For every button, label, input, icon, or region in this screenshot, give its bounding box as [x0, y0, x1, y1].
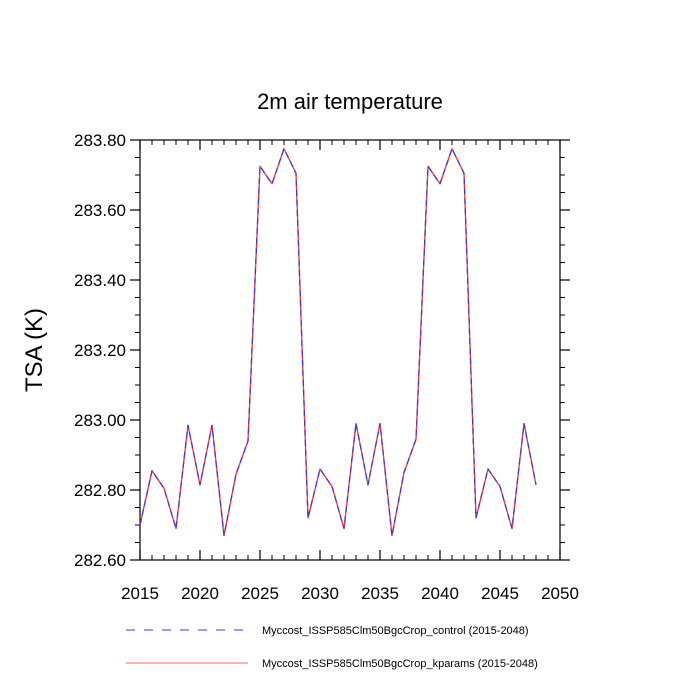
x-tick-label: 2025 — [241, 584, 279, 603]
chart-title: 2m air temperature — [257, 89, 443, 114]
legend-label-control: Myccost_ISSP585Clm50BgcCrop_control (201… — [262, 625, 529, 637]
y-tick-label: 283.20 — [74, 341, 126, 360]
y-tick-label: 283.80 — [74, 131, 126, 150]
y-axis-label: TSA (K) — [21, 308, 48, 392]
y-tick-label: 283.60 — [74, 201, 126, 220]
x-tick-label: 2040 — [421, 584, 459, 603]
series-lines — [139, 148, 537, 537]
axis-ticks — [130, 139, 570, 561]
y-tick-label: 283.00 — [74, 411, 126, 430]
series-line-control — [139, 148, 537, 537]
y-tick-label: 283.40 — [74, 271, 126, 290]
plot-frame — [139, 139, 561, 561]
x-tick-label: 2035 — [361, 584, 399, 603]
x-tick-label: 2020 — [181, 584, 219, 603]
y-tick-label: 282.60 — [74, 551, 126, 570]
y-tick-labels: 282.60 282.80 283.00 283.20 283.40 283.60 283.… — [74, 131, 126, 570]
x-tick-label: 2045 — [481, 584, 519, 603]
y-tick-label: 282.80 — [74, 481, 126, 500]
x-tick-label: 2030 — [301, 584, 339, 603]
x-tick-labels: 2015 2020 2025 2030 2035 2040 2045 2050 — [121, 584, 579, 603]
legend-label-kparams: Myccost_ISSP585Clm50BgcCrop_kparams (201… — [262, 658, 538, 670]
legend: Myccost_ISSP585Clm50BgcCrop_control (201… — [126, 625, 538, 670]
x-tick-label: 2015 — [121, 584, 159, 603]
x-tick-label: 2050 — [541, 584, 579, 603]
series-line-kparams — [139, 148, 537, 537]
